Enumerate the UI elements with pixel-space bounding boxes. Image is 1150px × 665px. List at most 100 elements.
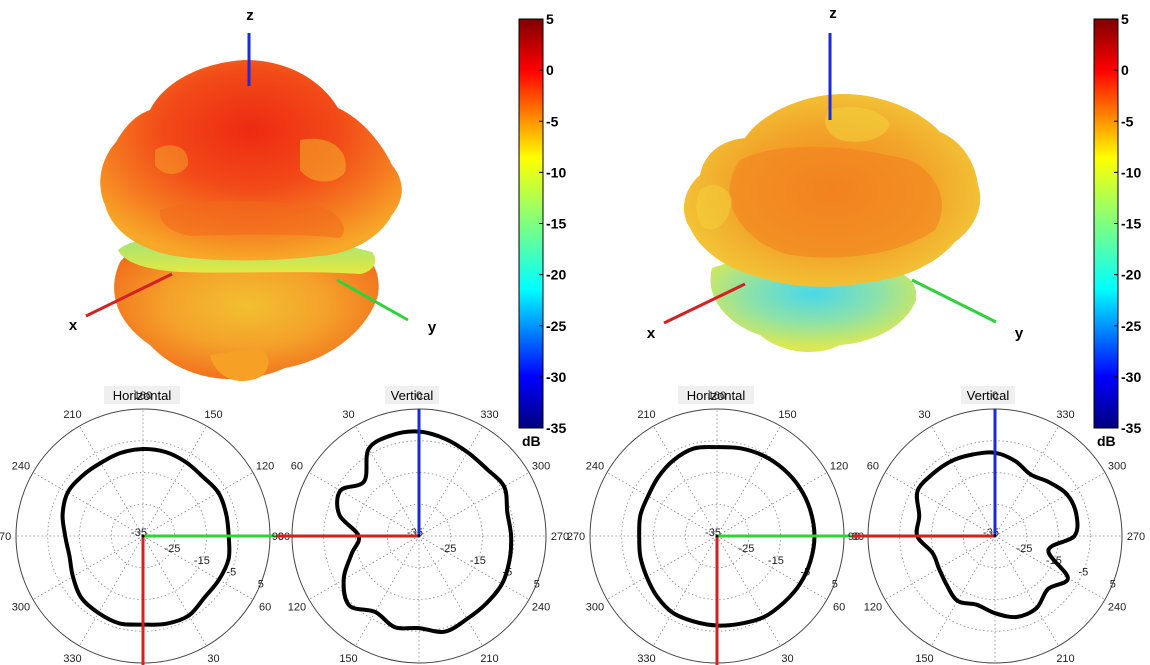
polar-angle-label: 270	[1127, 531, 1145, 543]
polar-grid-spoke	[606, 472, 718, 537]
polar-angle-label: 120	[288, 602, 306, 614]
polar-radial-label: -15	[194, 555, 210, 567]
pattern-panel-2: z x y Horizontal180150120906030330300270…	[567, 5, 1145, 665]
polar-center	[993, 534, 997, 538]
colorbar-tick-label: -5	[546, 113, 559, 129]
polar-angle-label: 210	[637, 409, 655, 421]
x-axis-line	[85, 272, 173, 318]
polar-grid-spoke	[884, 472, 996, 537]
polar-radial-label: -25	[164, 543, 180, 555]
polar-center	[141, 534, 145, 538]
colorbar-unit-label: dB	[1097, 433, 1116, 449]
polar-grid-spoke	[716, 425, 781, 537]
colorbar-tick-label: -10	[1121, 164, 1141, 180]
polar-angle-label: 120	[830, 461, 848, 473]
polar-grid-spoke	[418, 425, 483, 537]
polar-grid-spoke	[606, 535, 718, 600]
polar-grid-spoke	[884, 535, 996, 600]
colorbar-tick-label: -30	[546, 369, 566, 385]
polar-grid-circle	[931, 472, 1059, 600]
polar-title: Horizontal	[687, 388, 746, 403]
polar-grid-spoke	[79, 535, 144, 647]
polar-angle-label: 330	[480, 409, 498, 421]
polar-grid-spoke	[355, 425, 420, 537]
polar-angle-label: 150	[204, 409, 222, 421]
polar-title-background	[961, 386, 1015, 404]
polar-grid-spoke	[32, 535, 144, 600]
polar-grid-spoke	[716, 472, 828, 537]
colorbar-tick-label: -20	[1121, 267, 1141, 283]
polar-angle-label: 60	[867, 461, 879, 473]
polar-radial-label: -5	[1078, 567, 1088, 579]
axis-lines-3d: z x y	[647, 5, 1024, 342]
pattern-panel-1: z x y Horizontal180150120906030330300270…	[0, 7, 569, 665]
horizontal-polar-plot: Horizontal180150120906030330300270240210…	[567, 386, 876, 665]
polar-angle-label: 30	[207, 653, 219, 665]
polar-angle-label: 30	[781, 653, 793, 665]
vertical-polar-plot: Vertical0306090120150180210240270300330-…	[272, 386, 569, 665]
x-axis-label: x	[647, 325, 656, 342]
polar-grid-spoke	[716, 535, 828, 600]
polar-grid-spoke	[418, 535, 530, 600]
polar-radial-label: -25	[738, 543, 754, 555]
z-axis-label: z	[829, 5, 837, 22]
polar-title-background	[385, 386, 439, 404]
polar-angle-label: 0	[992, 390, 998, 402]
polar-angle-label: 210	[1056, 653, 1074, 665]
polar-angle-label: 240	[532, 602, 550, 614]
polar-grid-spoke	[308, 472, 420, 537]
polar-grid-spoke	[716, 535, 781, 647]
polar-angle-label: 330	[1056, 409, 1074, 421]
polar-grid-spoke	[994, 535, 1059, 647]
polar-grid-spoke	[994, 535, 1106, 600]
polar-angle-label: 210	[63, 409, 81, 421]
polar-grid-spoke	[355, 535, 420, 647]
polar-grid-spoke	[142, 472, 254, 537]
polar-radial-label: 5	[534, 579, 540, 591]
pattern-trace	[914, 450, 1080, 620]
polar-angle-label: 150	[339, 653, 357, 665]
polar-grid-spoke	[142, 535, 207, 647]
polar-title-background	[678, 386, 754, 404]
colorbar-tick-label: -25	[1121, 318, 1141, 334]
polar-grid-spoke	[32, 472, 144, 537]
polar-angle-label: 270	[567, 531, 585, 543]
colorbar-tick-label: -30	[1121, 369, 1141, 385]
polar-angle-label: 300	[12, 602, 30, 614]
y-axis-label: y	[1015, 325, 1024, 342]
colorbar-tick-label: -35	[1121, 420, 1141, 436]
colorbar-tick-label: -35	[546, 420, 566, 436]
polar-angle-label: 150	[915, 653, 933, 665]
polar-radial-label: 5	[832, 579, 838, 591]
polar-radial-label: -5	[226, 567, 236, 579]
y-axis-label: y	[428, 319, 437, 336]
polar-angle-label: 30	[918, 409, 930, 421]
polar-radial-label: -25	[1016, 543, 1032, 555]
polar-angle-label: 60	[833, 602, 845, 614]
colorbar-tick-label: -25	[546, 318, 566, 334]
polar-radial-label: -25	[440, 543, 456, 555]
polar-grid-circle	[355, 472, 483, 600]
axis-lines-3d: z x y	[69, 7, 437, 336]
polar-angle-label: 300	[532, 461, 550, 473]
polar-angle-label: 120	[256, 461, 274, 473]
polar-grid-spoke	[994, 472, 1106, 537]
polar-angle-label: 60	[259, 602, 271, 614]
colorbar-tick-label: -10	[546, 164, 566, 180]
polar-angle-label: 30	[342, 409, 354, 421]
radiation-pattern-3d	[683, 93, 981, 353]
polar-grid-spoke	[994, 425, 1059, 537]
polar-title: Vertical	[391, 388, 434, 403]
polar-radial-label: -15	[470, 555, 486, 567]
polar-radial-label: -15	[768, 555, 784, 567]
x-axis-line	[663, 282, 746, 325]
polar-grid-spoke	[142, 425, 207, 537]
colorbar-tick-label: -5	[1121, 113, 1134, 129]
polar-angle-label: 300	[1108, 461, 1126, 473]
vertical-polar-plot: Vertical0306090120150180210240270300330-…	[848, 386, 1145, 665]
polar-angle-label: 210	[480, 653, 498, 665]
polar-grid-spoke	[418, 472, 530, 537]
colorbar-tick-label: -20	[546, 267, 566, 283]
colorbar-unit-label: dB	[522, 433, 541, 449]
colorbar-tick-label: 5	[1121, 11, 1129, 27]
